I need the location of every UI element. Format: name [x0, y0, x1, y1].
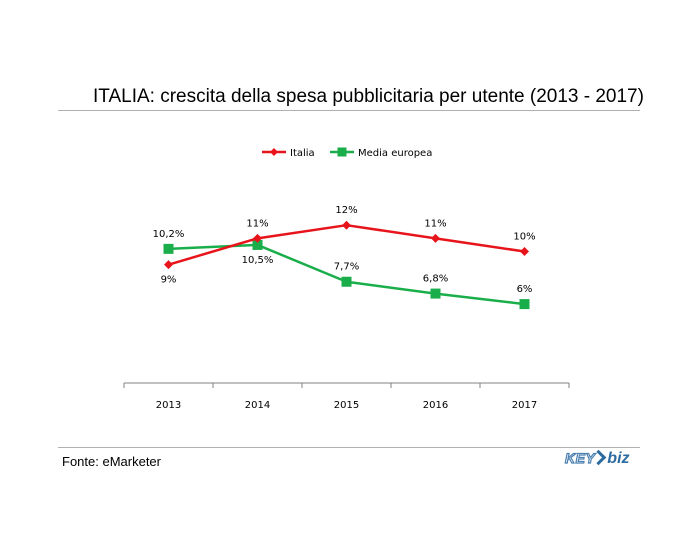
- source-note: Fonte: eMarketer: [62, 454, 161, 469]
- title-divider: [58, 110, 640, 111]
- legend-marker-1: [337, 147, 347, 157]
- legend-label: Italia: [290, 148, 315, 159]
- data-point: [164, 260, 173, 270]
- x-tick-label: 2014: [245, 400, 270, 411]
- data-label: 10,5%: [242, 255, 274, 266]
- key4biz-logo: KEY biz: [564, 449, 630, 467]
- data-point: [163, 243, 174, 254]
- chart-legend: Italia Media europea: [262, 147, 432, 159]
- series-line: [168, 243, 525, 306]
- data-label: 11%: [246, 218, 268, 229]
- data-point: [342, 220, 351, 230]
- x-tick-label: 2013: [156, 400, 181, 411]
- series-line: [168, 223, 525, 266]
- x-tick-label: 2015: [334, 400, 359, 411]
- data-point: [431, 233, 440, 243]
- series-italia: 9% 11% 12% 11% 10%: [161, 205, 536, 285]
- data-label: 9%: [161, 275, 177, 286]
- data-point: [252, 239, 263, 250]
- data-label: 12%: [335, 205, 357, 216]
- data-point: [519, 299, 530, 310]
- legend-marker-0: [270, 148, 278, 156]
- data-point: [253, 233, 262, 243]
- data-label: 10,2%: [153, 229, 185, 240]
- data-point: [520, 247, 529, 256]
- logo-key-text: KEY: [564, 450, 596, 466]
- data-label: 10%: [513, 232, 535, 243]
- data-label: 6%: [517, 284, 533, 295]
- x-tick-label: 2016: [423, 400, 448, 411]
- footer-divider: [58, 447, 640, 448]
- data-label: 11%: [424, 218, 446, 229]
- x-axis: 2013 2014 2015 2016 2017: [123, 382, 570, 411]
- x-tick-label: 2017: [512, 400, 537, 411]
- series-media-europea: 10,2% 10,5% 7,7% 6,8% 6%: [153, 229, 533, 310]
- data-point: [430, 288, 441, 299]
- logo-biz-text: biz: [607, 450, 630, 467]
- data-point: [341, 276, 352, 287]
- series-layer: 10,2% 10,5% 7,7% 6,8% 6% 9% 11% 12% 11% 10%: [153, 205, 536, 310]
- legend-label: Media europea: [358, 148, 432, 159]
- data-label: 6,8%: [423, 274, 448, 285]
- page-title: ITALIA: crescita della spesa pubblicitar…: [93, 86, 644, 107]
- data-label: 7,7%: [334, 262, 359, 273]
